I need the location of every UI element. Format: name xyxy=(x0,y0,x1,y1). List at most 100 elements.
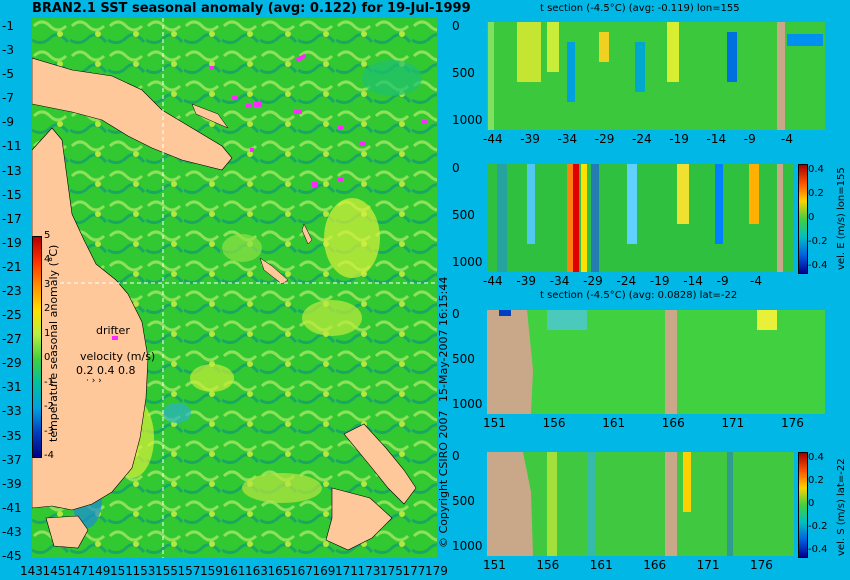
lat-tick: -21 xyxy=(2,259,22,274)
lat-tick: -15 xyxy=(2,187,22,202)
colorbar-tick: -1 xyxy=(44,376,54,388)
x-tick: -34 xyxy=(557,132,578,146)
x-tick: -9 xyxy=(716,274,729,288)
p2-vel-e-section xyxy=(487,164,794,272)
colorbar-tick: 3 xyxy=(44,278,51,290)
lon-tick: 165 xyxy=(267,564,291,578)
colorbar-label: temperature seasonal anomaly (°C) xyxy=(47,244,60,442)
x-tick: 171 xyxy=(696,558,720,572)
copyright: © Copyright CSIRO 2007 xyxy=(437,410,450,548)
x-tick: 176 xyxy=(781,416,804,430)
x-tick: -4 xyxy=(781,132,793,146)
sst-anomaly-map xyxy=(32,18,437,558)
lat-tick: -45 xyxy=(2,549,22,563)
lon-tick: 161 xyxy=(222,564,246,578)
x-tick: -24 xyxy=(616,274,637,288)
colorbar-tick: -2 xyxy=(44,401,54,413)
p1-temp-section xyxy=(487,22,825,130)
depth-tick: 500 xyxy=(452,352,475,366)
lat-tick: -9 xyxy=(2,115,14,130)
x-tick: -29 xyxy=(583,274,603,288)
depth-tick: 500 xyxy=(452,208,475,222)
x-tick: -19 xyxy=(649,274,670,288)
colorbar-tick: -3 xyxy=(44,425,54,437)
lat-tick: -7 xyxy=(2,91,14,106)
lat-tick: -39 xyxy=(2,476,22,491)
lat-tick: -33 xyxy=(2,404,22,419)
depth-tick: 500 xyxy=(452,494,475,508)
lat-tick: -3 xyxy=(2,43,14,58)
lon-tick: 159 xyxy=(200,564,223,578)
velocity-arrows: · › › xyxy=(86,376,102,386)
lon-tick: 155 xyxy=(155,564,178,578)
x-tick: -24 xyxy=(632,132,652,146)
x-tick: 176 xyxy=(750,558,773,572)
colorbar-tick: -4 xyxy=(44,450,54,461)
lon-tick: 157 xyxy=(177,564,201,578)
x-tick: 161 xyxy=(589,558,613,572)
lat-tick: -23 xyxy=(2,284,22,298)
lat-tick: -27 xyxy=(2,332,22,347)
lat-tick: -25 xyxy=(2,308,22,323)
x-tick: 151 xyxy=(483,416,506,430)
vel-s-colorbar xyxy=(798,452,808,558)
lat-tick: -43 xyxy=(2,524,22,539)
lon-tick: 171 xyxy=(335,564,358,578)
lon-tick: 169 xyxy=(312,564,336,578)
depth-tick: 1000 xyxy=(452,113,483,127)
x-tick: 166 xyxy=(661,416,685,430)
x-tick: -44 xyxy=(483,274,503,288)
lat-tick: -1 xyxy=(2,19,14,33)
drifter-label: drifter xyxy=(96,324,130,337)
depth-tick: 0 xyxy=(452,19,460,33)
x-tick: -14 xyxy=(683,274,703,288)
vel-colorbar-tick: 0 xyxy=(808,498,815,509)
depth-tick: 1000 xyxy=(452,539,483,553)
p4-side-label: vel. S (m/s) lat=-22 xyxy=(836,458,847,556)
p3-title: t section (-4.5°C) (avg: 0.0828) lat=-22 xyxy=(540,290,738,301)
lon-tick: 145 xyxy=(42,564,66,578)
vel-colorbar-tick: -0.4 xyxy=(808,544,828,555)
x-tick: 151 xyxy=(483,558,506,572)
x-tick: 161 xyxy=(602,416,626,430)
lon-tick: 179 xyxy=(425,564,448,578)
lat-tick: -17 xyxy=(2,211,22,226)
lon-tick: 149 xyxy=(87,564,111,578)
colorbar-tick: 2 xyxy=(44,303,51,315)
vel-colorbar-tick: 0.2 xyxy=(808,188,824,199)
lon-tick: 147 xyxy=(65,564,88,578)
lat-tick: -41 xyxy=(2,500,22,515)
lat-tick: -31 xyxy=(2,380,22,395)
p3-temp-section xyxy=(487,310,825,414)
lat-tick: -29 xyxy=(2,356,22,371)
p4-vel-s-section xyxy=(487,452,794,556)
lat-tick: -5 xyxy=(2,67,14,82)
depth-tick: 0 xyxy=(452,449,460,463)
vel-colorbar-tick: 0.2 xyxy=(808,475,824,486)
depth-tick: 1000 xyxy=(452,397,483,411)
colorbar-tick: 0 xyxy=(44,352,51,364)
x-tick: 171 xyxy=(721,416,745,430)
lon-tick: 173 xyxy=(357,564,381,578)
lat-tick: -11 xyxy=(2,139,22,154)
p1-title: t section (-4.5°C) (avg: -0.119) lon=155 xyxy=(540,3,740,14)
depth-tick: 1000 xyxy=(452,255,483,269)
x-tick: -44 xyxy=(483,132,503,146)
p2-side-label: vel. E (m/s) lon=155 xyxy=(836,167,847,270)
vel-colorbar-tick: -0.2 xyxy=(808,521,828,532)
sst-colorbar xyxy=(32,236,42,458)
depth-tick: 500 xyxy=(452,66,475,80)
vel-colorbar-tick: 0.4 xyxy=(808,164,824,175)
colorbar-tick: 1 xyxy=(44,327,51,339)
x-tick: -19 xyxy=(669,132,689,146)
lon-tick: 175 xyxy=(380,564,403,578)
lon-tick: 167 xyxy=(290,564,313,578)
vel-colorbar-tick: 0.4 xyxy=(808,452,824,463)
x-tick: -29 xyxy=(594,132,615,146)
colorbar-tick: 5 xyxy=(44,230,51,241)
x-tick: 156 xyxy=(542,416,566,430)
lat-tick: -19 xyxy=(2,235,22,250)
generated-date: 15-May-2007 16:15:44 xyxy=(437,276,450,402)
x-tick: -39 xyxy=(520,132,540,146)
velocity-label: velocity (m/s) xyxy=(80,350,156,363)
